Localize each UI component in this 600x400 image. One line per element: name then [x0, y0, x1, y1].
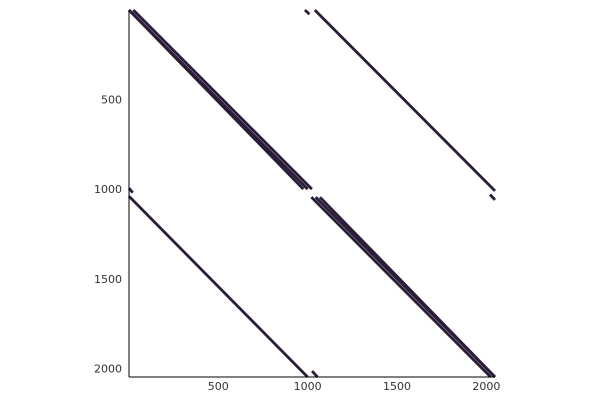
y-tick-label: 500: [101, 93, 122, 106]
y-tick-label: 2000: [94, 362, 122, 375]
y-tick-labels: 500 1000 1500 2000: [94, 93, 122, 375]
y-tick-label: 1000: [94, 183, 122, 196]
x-tick-label: 1000: [294, 380, 322, 393]
x-tick-label: 1500: [383, 380, 411, 393]
nonzero-diagonal: [311, 370, 319, 378]
nonzero-diagonal: [488, 193, 497, 201]
nonzero-diagonal: [128, 195, 309, 378]
nonzero-pattern: [127, 8, 497, 378]
nonzero-diagonal: [128, 9, 309, 191]
nonzero-diagonal: [132, 9, 313, 191]
x-tick-label: 500: [208, 380, 229, 393]
x-tick-label: 2000: [472, 380, 500, 393]
y-tick-label: 1500: [94, 273, 122, 286]
x-tick-labels: 500 1000 1500 2000: [208, 380, 501, 393]
nonzero-diagonal: [127, 187, 134, 194]
nonzero-diagonal: [313, 9, 496, 192]
nonzero-diagonal: [303, 8, 311, 16]
nonzero-diagonal: [318, 196, 497, 378]
nonzero-diagonal: [310, 196, 492, 378]
